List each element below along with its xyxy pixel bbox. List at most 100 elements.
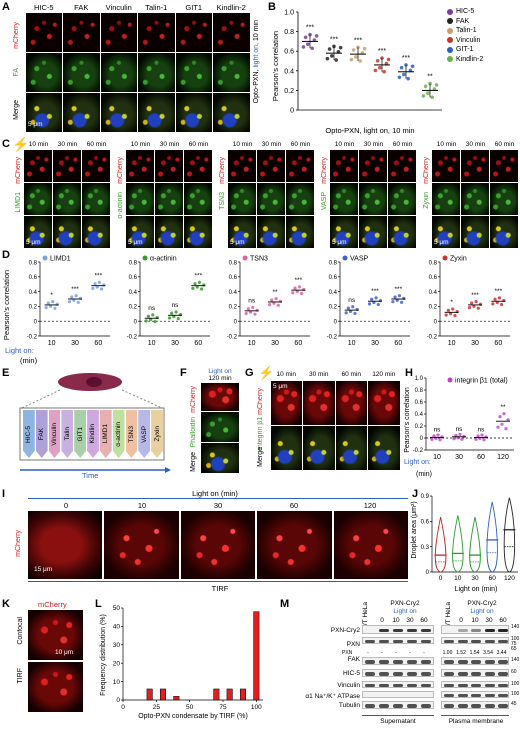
- panel-m-pxn-left-val: -: [423, 650, 425, 656]
- panel-h-point: [432, 434, 436, 438]
- panel-d-sig-label: **: [272, 289, 278, 296]
- panel-d-point: [391, 300, 395, 304]
- panel-e-protein-bar: Talin: [61, 410, 74, 458]
- time-label: Time: [82, 471, 99, 480]
- panel-f-row1-label: mCherry: [190, 386, 197, 413]
- panel-d-point: [295, 289, 299, 294]
- panel-label-g: G: [245, 367, 254, 379]
- panel-m-pxn-right-val: 1.52: [456, 650, 466, 656]
- panel-m-footer-left: Supernatant: [380, 718, 416, 725]
- panel-d-ytick-label: 0.6: [329, 275, 338, 281]
- panel-label-b: B: [268, 1, 276, 13]
- panel-m-mw-label: 100: [511, 691, 520, 697]
- panel-d-ytick-label: 0.8: [429, 260, 438, 266]
- panel-c-scale: 5 μm: [26, 239, 41, 246]
- panel-d-ytick-label: -0.2: [227, 334, 238, 340]
- panel-c-image-3-1-2: [388, 183, 416, 215]
- panel-e-diagram: HIC-5 FAK Vinculin Talin GIT1 Kindlin LIMD1 α-a…: [10, 368, 175, 480]
- panel-d-ytick-label: 0.2: [429, 305, 438, 311]
- panel-h-point: [480, 433, 484, 437]
- panel-b-axis: 0 0.2 0.4 0.6 0.8 1.0: [284, 10, 442, 115]
- panel-d-xtick-label: 30: [271, 340, 279, 347]
- panel-b-xlabel: Opto-PXN, light on, 10 min: [325, 126, 414, 135]
- panel-d-point: [78, 296, 83, 300]
- panel-e-protein-label: Vinculin: [51, 422, 59, 446]
- panel-m-band: [471, 660, 481, 664]
- panel-d-point: [278, 299, 283, 303]
- panel-d-point: [276, 303, 280, 307]
- panel-b-point: [338, 45, 343, 50]
- panel-d-point: [497, 296, 502, 300]
- panel-c-time-header: 60 min: [188, 141, 209, 148]
- panel-a-image-mcherry-1: [63, 13, 100, 52]
- panel-a-image-mcherry-0: [25, 13, 62, 52]
- panel-h-point: [484, 435, 488, 439]
- panel-d-point: [67, 300, 72, 304]
- panel-label-l: L: [95, 598, 102, 610]
- panel-k-row-tirf: TIRF: [17, 668, 24, 684]
- panel-d-point: [267, 303, 272, 307]
- panel-e-protein-label: TSN3: [127, 425, 135, 443]
- panel-d-point: [448, 312, 453, 316]
- panel-h-ytick-label: 0.6: [415, 400, 424, 406]
- panel-b-point: [410, 64, 415, 69]
- panel-j-violin: [469, 517, 481, 573]
- panel-d-point: [348, 309, 353, 314]
- panel-m-pxn-right-val: 1.54: [469, 650, 480, 656]
- panel-a-image-merge-2: [100, 93, 137, 132]
- panel-d-ytick-label: 0.4: [329, 290, 338, 296]
- panel-a-image-fa-0: [25, 53, 62, 92]
- panel-h-ytick-label: -0.2: [413, 448, 424, 454]
- panel-m-right-blot-row: [441, 625, 509, 634]
- panel-h-point: [452, 437, 456, 441]
- panel-k-scale: 10 μm: [55, 649, 74, 656]
- panel-h-point: [504, 427, 508, 431]
- panel-m-pxn-right-val: 1.00: [442, 650, 453, 656]
- panel-m-left-blot-row: [362, 681, 434, 688]
- panel-h-point: [476, 434, 480, 438]
- i-time-60: 60: [289, 501, 299, 510]
- panel-h-point: [460, 437, 464, 441]
- panel-m-left-blot-row: [362, 657, 434, 665]
- panel-a-image-fa-4: [175, 53, 212, 92]
- panel-m-band: [498, 693, 508, 697]
- panel-e-protein-bar: HIC-5: [23, 410, 35, 458]
- panel-c-image-3-2-0: [330, 216, 358, 248]
- panel-c-image-3-1-0: [330, 183, 358, 215]
- panel-c-row-protein: Zyxin: [423, 192, 430, 209]
- panel-d-point: [455, 310, 459, 314]
- panel-d-point: [476, 306, 480, 310]
- panel-d-xtick-label: 30: [471, 340, 479, 347]
- panel-j-violin: [452, 515, 464, 573]
- panel-b-point: [314, 34, 319, 38]
- panel-b-point: [349, 57, 354, 62]
- panel-c-image-4-0-1: [461, 150, 489, 182]
- panel-l-ytick-label: 50: [113, 605, 121, 612]
- panel-h-sig-label: ns: [434, 426, 442, 433]
- panel-d-point: [151, 313, 155, 317]
- panel-c-image-0-1-0: [24, 183, 52, 215]
- panel-k-title: mCherry: [38, 600, 67, 609]
- panel-m-band: [484, 704, 495, 708]
- panel-b-ytick-label: 0: [290, 108, 294, 115]
- panel-a-image-merge-0: [25, 93, 62, 132]
- panel-l-xtick-label: 0: [121, 704, 125, 711]
- panel-m-band: [393, 683, 403, 687]
- panel-j-ytick-label: 0.6: [421, 520, 430, 526]
- col-hic5: HIC-5: [33, 3, 54, 12]
- panel-m-band: [421, 628, 431, 632]
- panel-d-sig-label: ***: [95, 273, 103, 280]
- panel-d-point: [167, 316, 172, 320]
- panel-m-band: [393, 660, 403, 664]
- panel-g-image-0-3: [368, 381, 400, 425]
- panel-h-xtick-label: 60: [477, 454, 485, 461]
- panel-c-time-header: 30 min: [159, 141, 180, 148]
- panel-i-footer-rule: [28, 581, 408, 582]
- panel-m-right-lane: 0: [459, 617, 463, 624]
- panel-m-mw-label: 100: [511, 636, 520, 642]
- panel-d-ytick-label: 0.8: [29, 260, 38, 266]
- panel-d-charts: Pearson's correlation Light on: (min) -0…: [2, 255, 510, 365]
- panel-f-image-merge: [201, 443, 239, 473]
- panel-a-image-mcherry-4: [175, 13, 212, 52]
- panel-a-image-merge-3: [138, 93, 175, 132]
